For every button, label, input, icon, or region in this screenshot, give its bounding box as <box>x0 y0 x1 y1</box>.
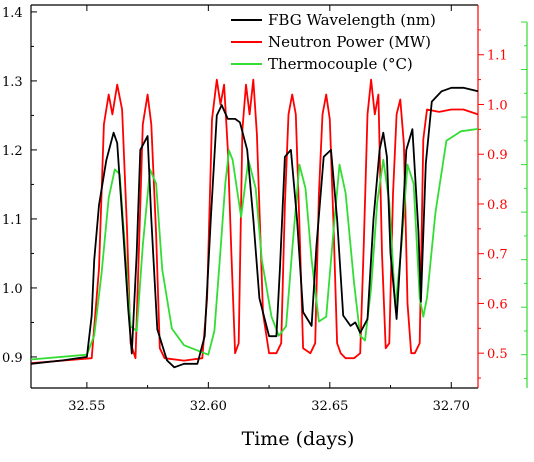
x-tick-label: 32.70 <box>433 399 470 414</box>
left-y-tick-label: 1.3 <box>2 75 23 90</box>
legend-entry-neutron-power: Neutron Power (MW) <box>231 33 431 51</box>
right-y-tick-label: 0.6 <box>487 297 508 312</box>
series-layer <box>30 78 479 369</box>
left-y-tick-label: 1.1 <box>2 213 23 228</box>
legend: FBG Wavelength (nm) Neutron Power (MW) The… <box>231 11 436 73</box>
left-y-tick-label: 1.0 <box>2 282 23 297</box>
legend-label: Neutron Power (MW) <box>268 33 431 51</box>
left-y-axis-ticks: 0.9 1.0 1.1 1.2 1.3 1.4 <box>2 6 37 366</box>
left-y-tick-label: 0.9 <box>2 351 23 366</box>
legend-entry-thermocouple: Thermocouple (°C) <box>231 55 413 73</box>
left-y-tick-label: 1.4 <box>2 6 23 21</box>
legend-label: Thermocouple (°C) <box>268 55 413 73</box>
x-tick-label: 32.60 <box>190 399 227 414</box>
right-y-tick-label: 0.8 <box>487 198 508 213</box>
legend-label: FBG Wavelength (nm) <box>268 11 436 29</box>
x-tick-label: 32.65 <box>311 399 348 414</box>
right-y-tick-label: 0.9 <box>487 148 508 163</box>
neutron-power-line <box>30 78 479 364</box>
plot-frame <box>30 4 528 389</box>
left-y-tick-label: 1.2 <box>2 144 23 159</box>
right-y-tick-label: 1.1 <box>487 49 508 64</box>
legend-entry-fbg-wavelength: FBG Wavelength (nm) <box>231 11 436 29</box>
right-y-axis-ticks: 0.5 0.6 0.7 0.8 0.9 1.0 1.1 <box>478 29 508 379</box>
x-axis-title: Time (days) <box>242 428 355 450</box>
right-y-tick-label: 0.7 <box>487 248 508 263</box>
right-y-tick-label: 1.0 <box>487 98 508 113</box>
x-tick-label: 32.55 <box>68 399 105 414</box>
fbg-wavelength-line <box>30 86 479 369</box>
green-y-axis-ticks <box>521 21 527 379</box>
x-axis-ticks: 32.55 32.60 32.65 32.70 <box>68 5 470 414</box>
right-y-tick-label: 0.5 <box>487 347 508 362</box>
